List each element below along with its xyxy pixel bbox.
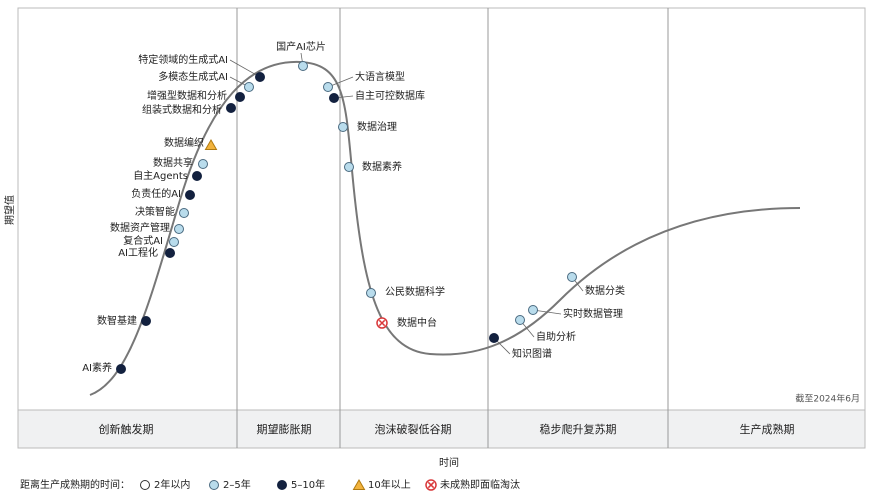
tech-label: 特定领域的生成式AI — [138, 53, 228, 66]
tech-label: 复合式AI — [123, 234, 163, 247]
phase-label: 稳步爬升复苏期 — [540, 422, 617, 436]
legend-label: 2年以内 — [154, 478, 190, 491]
tech-label: 公民数据科学 — [385, 285, 445, 298]
tech-label: 数据共享 — [153, 156, 193, 169]
tech-marker — [344, 162, 354, 172]
tech-label: 自主Agents — [133, 169, 188, 182]
tech-marker — [338, 122, 348, 132]
tech-marker — [226, 103, 236, 113]
tech-marker — [185, 190, 195, 200]
legend-label: 2–5年 — [223, 478, 251, 491]
tech-label: 多模态生成式AI — [158, 70, 228, 83]
tech-label: 决策智能 — [135, 205, 175, 218]
tech-marker — [366, 288, 376, 298]
tech-marker — [515, 315, 525, 325]
tech-marker — [204, 139, 218, 150]
tech-label: 数据编织 — [164, 136, 204, 149]
y-axis-label: 期望值 — [3, 195, 16, 225]
frame — [17, 7, 866, 449]
tech-marker — [255, 72, 265, 82]
legend-icon-cross — [427, 481, 435, 489]
phase-band — [17, 409, 866, 449]
tech-marker — [198, 159, 208, 169]
tech-marker — [567, 272, 577, 282]
tech-marker — [192, 171, 202, 181]
phase-label: 泡沫破裂低谷期 — [375, 422, 452, 436]
tech-marker-cross — [378, 319, 386, 327]
tech-label: 自主可控数据库 — [355, 89, 425, 102]
tech-label: 国产AI芯片 — [276, 40, 326, 53]
tech-label: 数据资产管理 — [110, 221, 170, 234]
tech-marker — [244, 82, 254, 92]
phase-label: 期望膨胀期 — [257, 422, 312, 436]
phase-dividers — [236, 8, 669, 448]
tech-label: 增强型数据和分析 — [147, 89, 227, 102]
legend-icon — [352, 479, 366, 490]
tech-marker — [298, 61, 308, 71]
tech-label: 实时数据管理 — [563, 307, 623, 320]
tech-marker — [169, 237, 179, 247]
tech-label: 负责任的AI — [131, 187, 181, 200]
legend-title: 距离生产成熟期的时间： — [20, 478, 130, 491]
legend-label: 5–10年 — [291, 478, 325, 491]
tech-marker — [329, 93, 339, 103]
tech-marker — [323, 82, 333, 92]
hype-curve — [89, 60, 801, 396]
legend-label: 未成熟即面临淘汰 — [440, 478, 520, 491]
tech-marker — [528, 305, 538, 315]
tech-marker — [174, 224, 184, 234]
legend-label: 10年以上 — [368, 478, 411, 491]
tech-label: 自助分析 — [536, 330, 576, 343]
tech-label: 数据素养 — [362, 160, 402, 173]
tech-marker — [165, 248, 175, 258]
legend-icon — [277, 480, 287, 490]
legend-icon — [209, 480, 219, 490]
x-axis-label: 时间 — [439, 456, 459, 469]
tech-label: 组装式数据和分析 — [142, 103, 222, 116]
leader-line — [229, 59, 261, 78]
tech-label: 知识图谱 — [512, 347, 552, 360]
tech-marker — [116, 364, 126, 374]
tech-label: 数据中台 — [397, 316, 437, 329]
tech-label: 数据分类 — [585, 284, 625, 297]
tech-label: 大语言模型 — [355, 70, 405, 83]
tech-label: 数智基建 — [97, 314, 137, 327]
date-note: 截至2024年6月 — [795, 393, 860, 405]
phase-label: 创新触发期 — [99, 422, 154, 436]
tech-marker — [235, 92, 245, 102]
phase-label: 生产成熟期 — [740, 422, 795, 436]
tech-marker — [179, 208, 189, 218]
legend-icon — [140, 480, 150, 490]
tech-label: AI素养 — [82, 361, 112, 374]
tech-label: AI工程化 — [118, 246, 158, 259]
tech-label: 数据治理 — [357, 120, 397, 133]
tech-marker — [141, 316, 151, 326]
tech-marker — [489, 333, 499, 343]
